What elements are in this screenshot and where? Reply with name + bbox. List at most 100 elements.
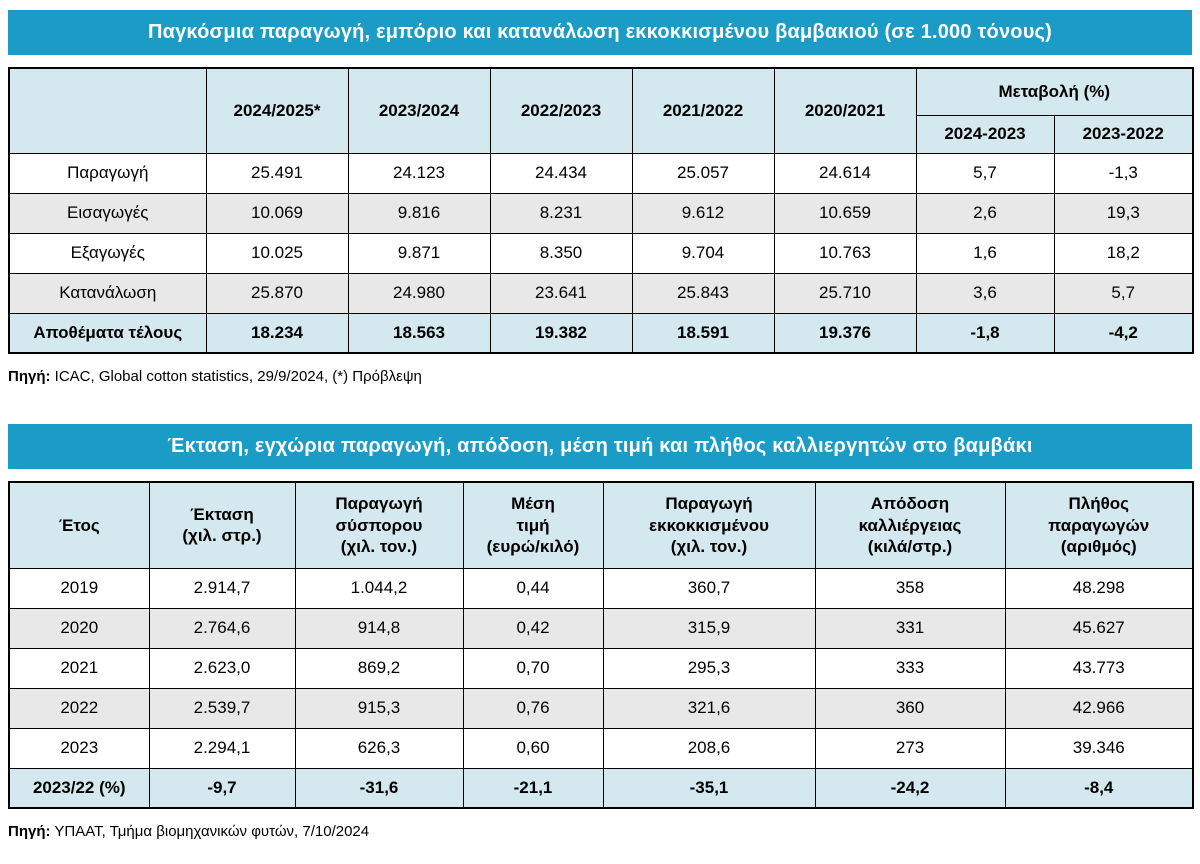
table-cell: 18,2 <box>1053 232 1194 274</box>
table-row: Κατανάλωση 25.870 24.980 23.641 25.843 2… <box>8 272 1194 314</box>
table-cell: 2,6 <box>915 192 1055 234</box>
source-label: Πηγή: <box>8 823 51 840</box>
table-cell: 273 <box>814 727 1006 769</box>
table-cell: 869,2 <box>294 647 464 689</box>
table-row-total: 2023/22 (%) -9,7 -31,6 -21,1 -35,1 -24,2… <box>8 767 1194 809</box>
table-cell: 25.870 <box>205 272 349 314</box>
table-cell: 9.612 <box>631 192 775 234</box>
column-header-year: 2021/2022 <box>631 67 775 154</box>
table-cell: 19.376 <box>773 312 917 354</box>
table-cell: 2.914,7 <box>148 567 296 609</box>
table-cell: 19,3 <box>1053 192 1194 234</box>
corner-header-cell <box>8 67 207 154</box>
table-cell: 3,6 <box>915 272 1055 314</box>
table-cell: 25.491 <box>205 152 349 194</box>
table-cell: 914,8 <box>294 607 464 649</box>
column-header-year: 2020/2021 <box>773 67 917 154</box>
table-cell: 10.659 <box>773 192 917 234</box>
table-cell: 358 <box>814 567 1006 609</box>
table-cell: 39.346 <box>1004 727 1194 769</box>
row-label: 2023/22 (%) <box>8 767 150 809</box>
world-table-title: Παγκόσμια παραγωγή, εμπόριο και κατανάλω… <box>8 10 1192 55</box>
table-row: Εξαγωγές 10.025 9.871 8.350 9.704 10.763… <box>8 232 1194 274</box>
table-row: 2020 2.764,6 914,8 0,42 315,9 331 45.627 <box>8 607 1194 649</box>
table-cell: 5,7 <box>915 152 1055 194</box>
row-label: Κατανάλωση <box>8 272 207 314</box>
table-cell: -35,1 <box>602 767 816 809</box>
table-cell: 333 <box>814 647 1006 689</box>
column-header-change: 2024-2023 <box>915 114 1055 154</box>
table-row: Παραγωγή 25.491 24.123 24.434 25.057 24.… <box>8 152 1194 194</box>
table-cell: 24.614 <box>773 152 917 194</box>
table-row: 2019 2.914,7 1.044,2 0,44 360,7 358 48.2… <box>8 567 1194 609</box>
table-cell: -21,1 <box>462 767 604 809</box>
table-cell: 48.298 <box>1004 567 1194 609</box>
table-row: 2023 2.294,1 626,3 0,60 208,6 273 39.346 <box>8 727 1194 769</box>
table-cell: 1,6 <box>915 232 1055 274</box>
table-cell: 208,6 <box>602 727 816 769</box>
table-cell: 1.044,2 <box>294 567 464 609</box>
domestic-cotton-table: Έτος Έκταση (χιλ. στρ.) Παραγωγή σύσπορο… <box>8 481 1194 809</box>
column-header-year: 2022/2023 <box>489 67 633 154</box>
row-label: Αποθέματα τέλους <box>8 312 207 354</box>
table-cell: 10.069 <box>205 192 349 234</box>
row-label: 2023 <box>8 727 150 769</box>
table-cell: 2.623,0 <box>148 647 296 689</box>
table-row: 2022 2.539,7 915,3 0,76 321,6 360 42.966 <box>8 687 1194 729</box>
table-cell: 18.591 <box>631 312 775 354</box>
row-label: 2019 <box>8 567 150 609</box>
table-cell: 19.382 <box>489 312 633 354</box>
row-label: 2020 <box>8 607 150 649</box>
table-cell: 9.871 <box>347 232 491 274</box>
table-cell: -9,7 <box>148 767 296 809</box>
column-header-producers: Πλήθος παραγωγών (αριθμός) <box>1004 481 1194 569</box>
source-label: Πηγή: <box>8 368 51 385</box>
table-cell: 360,7 <box>602 567 816 609</box>
table-cell: 626,3 <box>294 727 464 769</box>
world-cotton-table: 2024/2025* 2023/2024 2022/2023 2021/2022… <box>8 67 1194 354</box>
source-text: ICAC, Global cotton statistics, 29/9/202… <box>50 368 422 385</box>
table-cell: -4,2 <box>1053 312 1194 354</box>
table-cell: 43.773 <box>1004 647 1194 689</box>
table-cell: 9.704 <box>631 232 775 274</box>
table-row-total: Αποθέματα τέλους 18.234 18.563 19.382 18… <box>8 312 1194 354</box>
table-cell: 2.539,7 <box>148 687 296 729</box>
column-header-year: 2024/2025* <box>205 67 349 154</box>
table-cell: 10.025 <box>205 232 349 274</box>
table-cell: 8.231 <box>489 192 633 234</box>
row-label: 2021 <box>8 647 150 689</box>
table-cell: 295,3 <box>602 647 816 689</box>
row-label: Παραγωγή <box>8 152 207 194</box>
table-cell: 25.843 <box>631 272 775 314</box>
column-header-year: Έτος <box>8 481 150 569</box>
row-label: 2022 <box>8 687 150 729</box>
column-header-change: 2023-2022 <box>1053 114 1194 154</box>
table-cell: 0,76 <box>462 687 604 729</box>
source-note: Πηγή: ΥΠΑΑΤ, Τμήμα βιομηχανικών φυτών, 7… <box>8 823 1192 841</box>
column-header-ginned-production: Παραγωγή εκκοκκισμένου (χιλ. τον.) <box>602 481 816 569</box>
column-header-yield: Απόδοση καλλιέργειας (κιλά/στρ.) <box>814 481 1006 569</box>
source-note: Πηγή: ICAC, Global cotton statistics, 29… <box>8 368 1192 386</box>
table-cell: 18.234 <box>205 312 349 354</box>
table-cell: 315,9 <box>602 607 816 649</box>
table-cell: 331 <box>814 607 1006 649</box>
column-header-price: Μέση τιμή (ευρώ/κιλό) <box>462 481 604 569</box>
table-cell: 915,3 <box>294 687 464 729</box>
column-header-year: 2023/2024 <box>347 67 491 154</box>
table-cell: 24.980 <box>347 272 491 314</box>
table-cell: 24.434 <box>489 152 633 194</box>
table-cell: 0,60 <box>462 727 604 769</box>
table-cell: 9.816 <box>347 192 491 234</box>
table-cell: 0,44 <box>462 567 604 609</box>
row-label: Εισαγωγές <box>8 192 207 234</box>
table-cell: 2.294,1 <box>148 727 296 769</box>
table-cell: 10.763 <box>773 232 917 274</box>
table-cell: 23.641 <box>489 272 633 314</box>
table-row: Εισαγωγές 10.069 9.816 8.231 9.612 10.65… <box>8 192 1194 234</box>
table-cell: 24.123 <box>347 152 491 194</box>
table-cell: 42.966 <box>1004 687 1194 729</box>
domestic-table-title: Έκταση, εγχώρια παραγωγή, απόδοση, μέση … <box>8 424 1192 469</box>
table-cell: 25.710 <box>773 272 917 314</box>
table-cell: 360 <box>814 687 1006 729</box>
